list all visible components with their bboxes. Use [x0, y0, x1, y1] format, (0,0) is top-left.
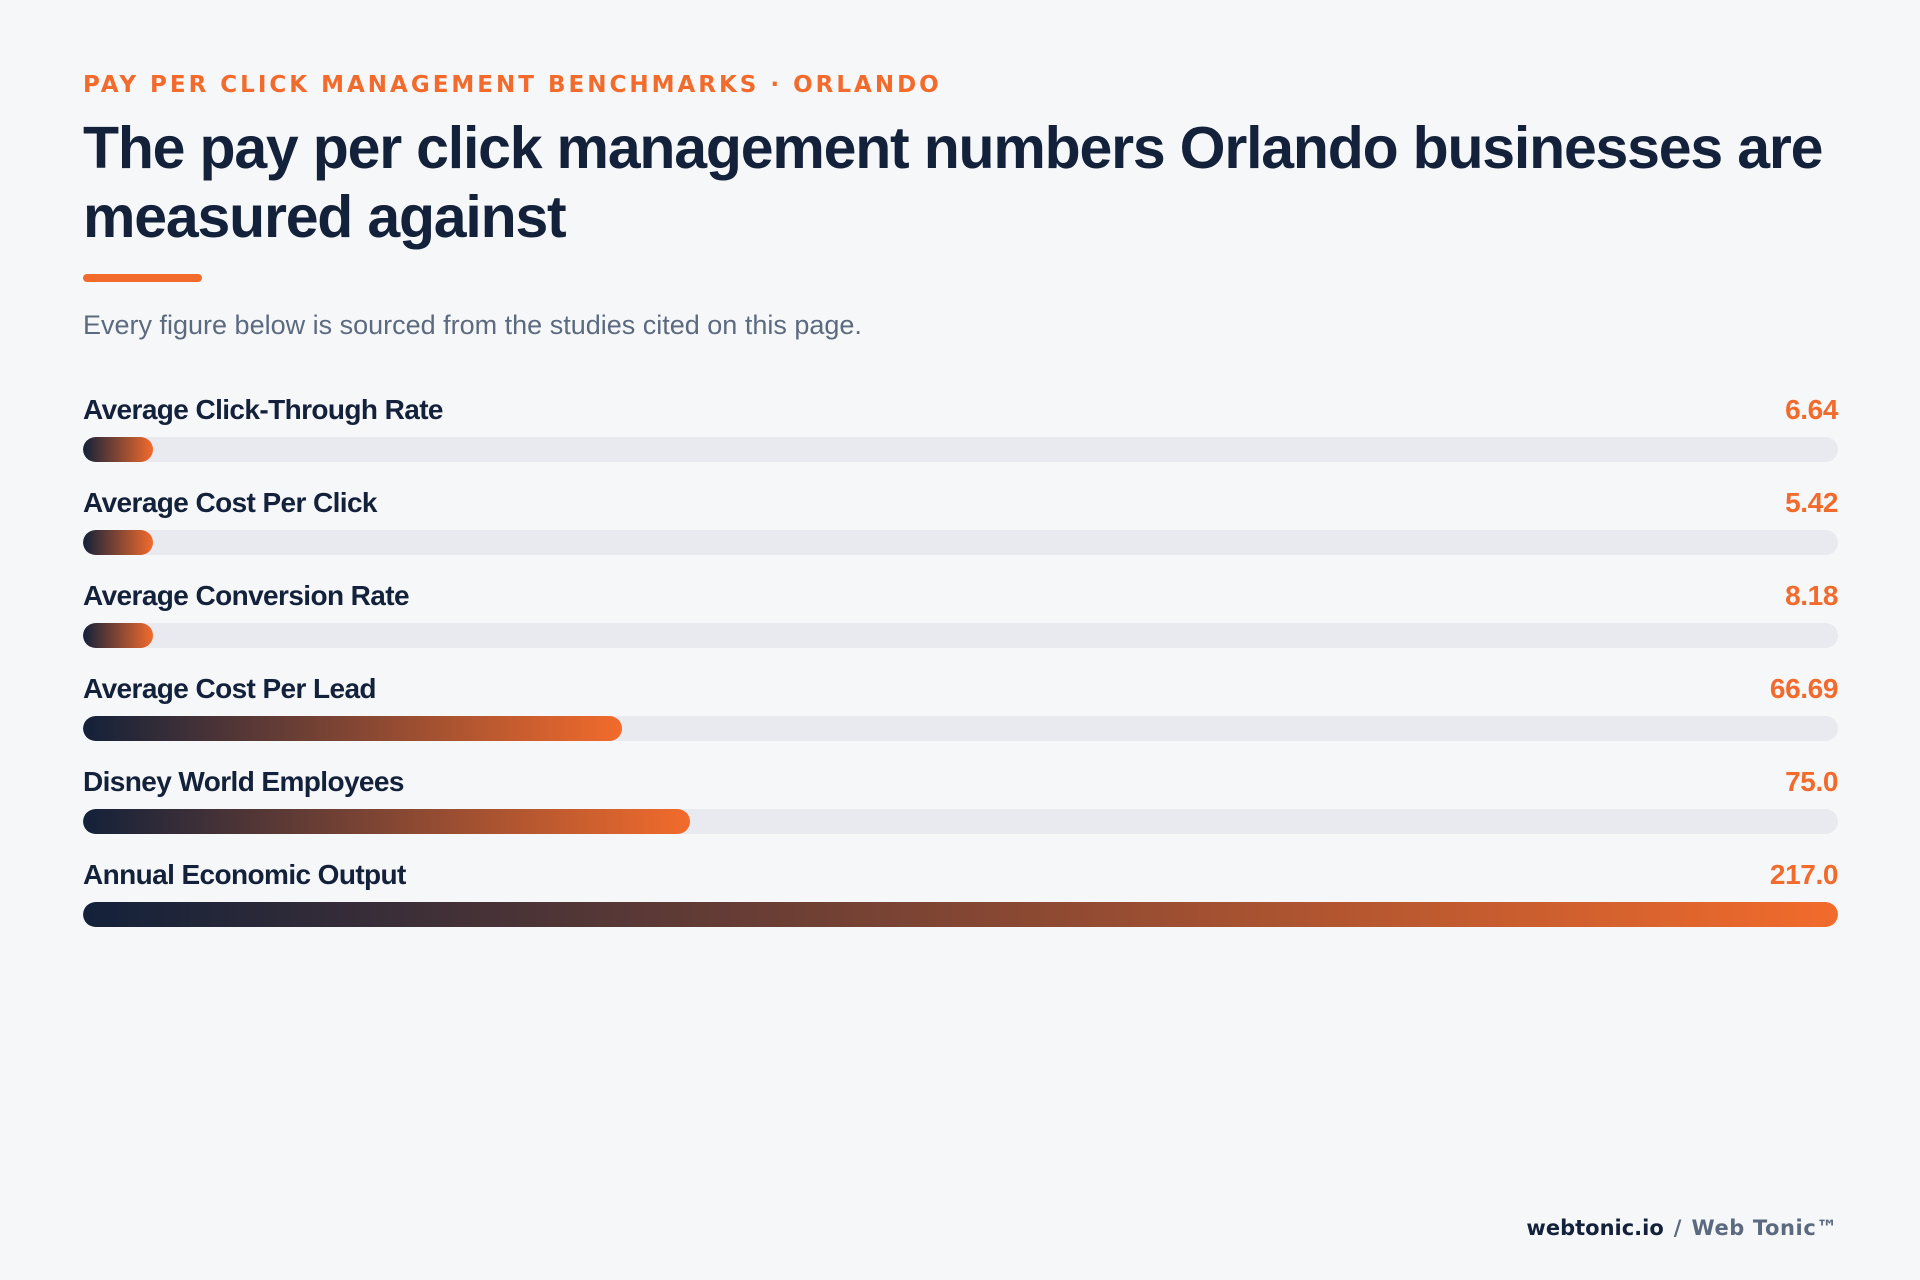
bar-fill [83, 809, 690, 834]
page-title: The pay per click management numbers Orl… [83, 115, 1823, 250]
bar-row: Disney World Employees 75.0 [83, 762, 1838, 855]
eyebrow-label: PAY PER CLICK MANAGEMENT BENCHMARKS · OR… [83, 72, 942, 98]
bar-row: Annual Economic Output 217.0 [83, 855, 1838, 948]
bar-track [83, 809, 1838, 834]
bar-value-label: 75.0 [1785, 766, 1838, 797]
bar-row-header: Average Conversion Rate 8.18 [83, 576, 1838, 616]
bar-label: Average Cost Per Lead [83, 673, 377, 704]
bar-fill [83, 716, 623, 741]
bar-row-header: Disney World Employees 75.0 [83, 762, 1838, 802]
bar-value-label: 5.42 [1785, 487, 1838, 518]
bar-fill [83, 437, 154, 462]
bar-track [83, 530, 1838, 555]
bar-track [83, 437, 1838, 462]
bar-row: Average Click-Through Rate 6.64 [83, 390, 1838, 483]
bar-label: Average Click-Through Rate [83, 394, 443, 425]
bar-track [83, 623, 1838, 648]
bar-row: Average Cost Per Lead 66.69 [83, 669, 1838, 762]
accent-divider [83, 274, 202, 282]
bar-value-label: 217.0 [1769, 859, 1838, 890]
page-subtitle: Every figure below is sourced from the s… [83, 310, 862, 340]
footer-credit: webtonic.io / Web Tonic™ [1526, 1212, 1838, 1244]
bar-fill [83, 623, 154, 648]
bar-fill [83, 530, 154, 555]
bar-row-header: Average Cost Per Click 5.42 [83, 483, 1838, 523]
bar-fill [83, 902, 1838, 927]
footer-brand: Web Tonic™ [1691, 1216, 1838, 1240]
bar-value-label: 66.69 [1769, 673, 1838, 704]
bar-row-header: Average Click-Through Rate 6.64 [83, 390, 1838, 430]
bar-row-header: Average Cost Per Lead 66.69 [83, 669, 1838, 709]
bar-label: Average Conversion Rate [83, 580, 410, 611]
bar-chart: Average Click-Through Rate 6.64 Average Co… [83, 390, 1838, 948]
bar-row: Average Cost Per Click 5.42 [83, 483, 1838, 576]
footer-domain: webtonic.io [1526, 1216, 1664, 1240]
bar-value-label: 6.64 [1785, 394, 1838, 425]
bar-label: Average Cost Per Click [83, 487, 378, 518]
footer-separator: / [1673, 1216, 1682, 1240]
bar-track [83, 902, 1838, 927]
bar-row-header: Annual Economic Output 217.0 [83, 855, 1838, 895]
header: PAY PER CLICK MANAGEMENT BENCHMARKS · OR… [83, 68, 1838, 342]
bar-label: Annual Economic Output [83, 859, 406, 890]
bar-value-label: 8.18 [1785, 580, 1838, 611]
bar-row: Average Conversion Rate 8.18 [83, 576, 1838, 669]
bar-label: Disney World Employees [83, 766, 404, 797]
bar-track [83, 716, 1838, 741]
